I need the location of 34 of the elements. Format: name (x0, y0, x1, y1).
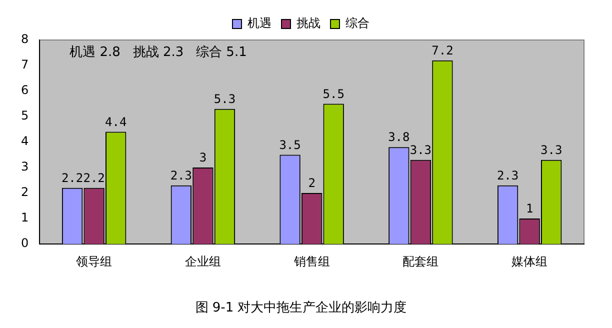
data-label: 7.2 (432, 44, 454, 58)
data-label: 5.3 (214, 92, 236, 106)
data-label: 5.5 (322, 86, 344, 101)
data-label: 4.4 (105, 114, 127, 129)
annotation: 机遇 2.8 挑战 2.3 综合 5.1 (70, 44, 247, 60)
text: 图 9-1 对大中拖生产企业的影响力度 (195, 300, 407, 316)
y-tick-label: 2 (20, 185, 29, 200)
data-label: 3.3 (410, 142, 432, 157)
data-label: 2.3 (170, 168, 192, 182)
y-tick-label: 6 (20, 83, 29, 98)
y-tick-label: 0 (20, 236, 29, 250)
data-label: 2.3 (496, 168, 519, 182)
data-label: 3.8 (388, 130, 410, 144)
x-tick-label: 领导组 (76, 254, 112, 268)
y-tick-label: 4 (20, 134, 29, 148)
data-label: 3.3 (540, 142, 562, 157)
legend-label: 机遇 (248, 16, 272, 30)
data-label: 2.2 (61, 171, 84, 186)
data-label: 3 (199, 150, 207, 165)
y-tick-label: 5 (20, 108, 29, 123)
data-label: 2 (308, 176, 316, 190)
y-tick-label: 8 (20, 32, 29, 46)
legend-label: 挑战 (296, 16, 320, 30)
data-label: 3.5 (279, 138, 301, 152)
legend-label: 综合 (346, 16, 370, 30)
x-tick-label: 配套组 (402, 254, 439, 268)
y-tick-label: 3 (20, 160, 29, 174)
y-tick-label: 1 (20, 210, 29, 225)
y-tick-label: 7 (20, 58, 29, 72)
data-label: 2.2 (83, 171, 105, 186)
x-tick-label: 媒体组 (512, 254, 548, 268)
x-tick-label: 企业组 (184, 254, 221, 268)
x-tick-label: 销售组 (292, 254, 330, 268)
data-label: 1 (526, 202, 534, 216)
